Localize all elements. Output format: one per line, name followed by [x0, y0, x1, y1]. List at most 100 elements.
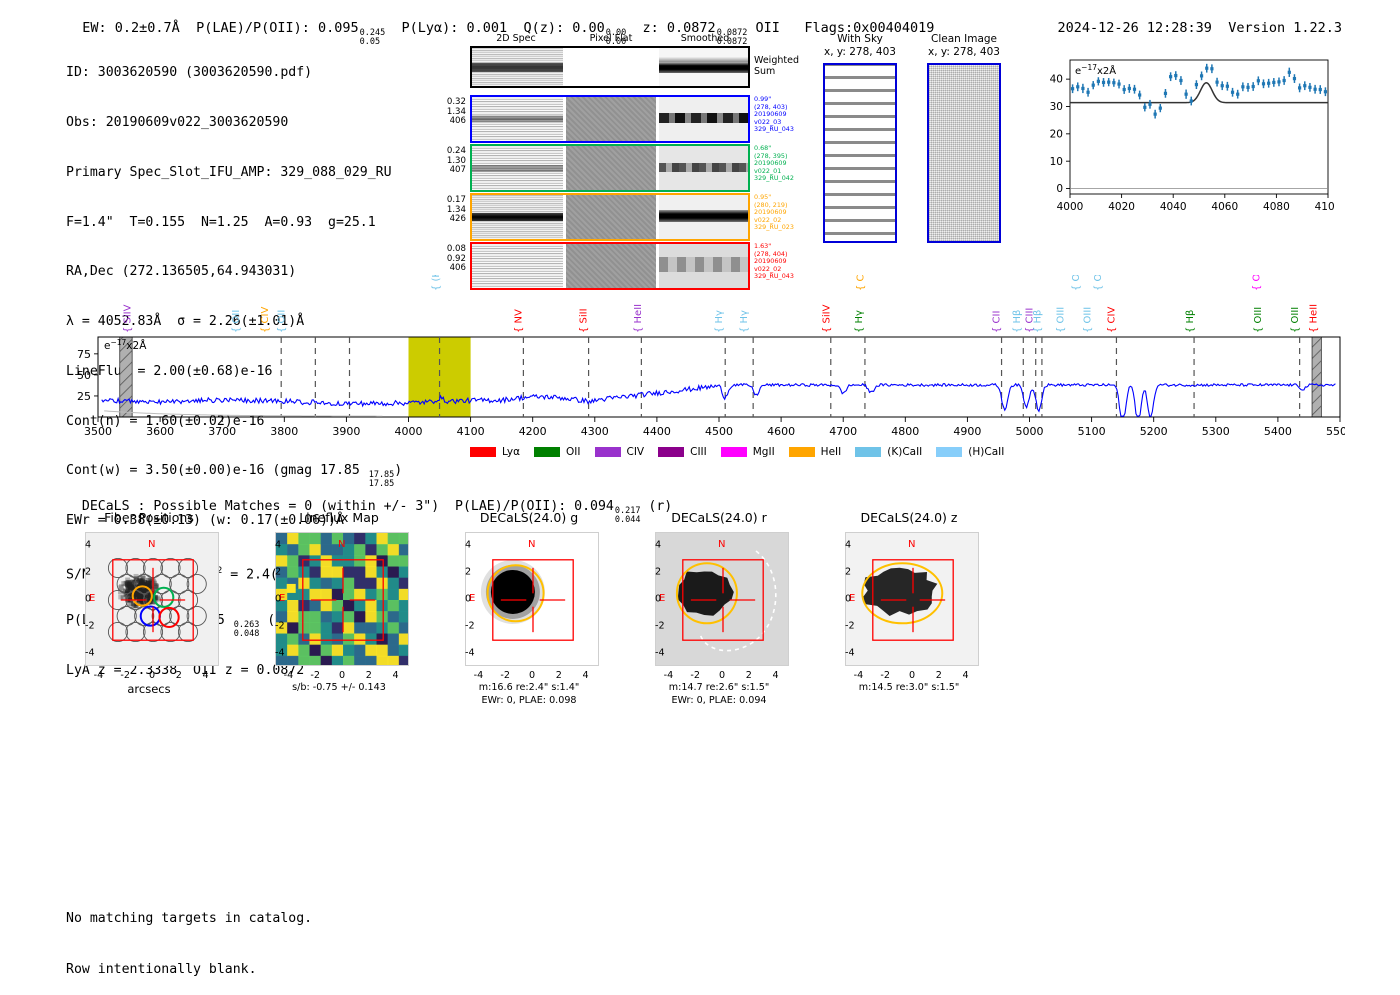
legend-label: HeII: [820, 446, 842, 458]
cutout-row-4-xy: (278, 404): [754, 249, 788, 258]
image-panel-svg: [276, 533, 408, 665]
svg-text:{ SiIV: { SiIV: [822, 304, 833, 333]
legend-swatch: [594, 447, 621, 457]
timestamp-version: 2024-12-26 12:28:39 Version 1.22.3: [1041, 4, 1343, 36]
image-panel-title: DECaLS(24.0) z: [860, 510, 958, 525]
svg-text:4800: 4800: [891, 425, 919, 438]
info-plae-lo: 0.048: [233, 628, 260, 639]
svg-text:4500: 4500: [705, 425, 733, 438]
svg-text:{ OII: { OII: [231, 310, 242, 333]
cutout-row-3-ifu: 329_RU_023: [754, 223, 794, 232]
footer-note: No matching targets in catalog. Row inte…: [66, 876, 312, 995]
decals-plae-lo: 0.044: [614, 515, 641, 525]
cutout-row-4-ifu: 329_RU_043: [754, 272, 794, 281]
svg-text:4020: 4020: [1108, 201, 1135, 213]
svg-text:4700: 4700: [829, 425, 857, 438]
cutout-row-3-weight: 0.17: [446, 195, 466, 205]
svg-text:{ (K)CaII: { (K)CaII: [431, 275, 442, 291]
with-sky-title-block: With Sky x, y: 278, 403: [812, 33, 908, 59]
svg-text:30: 30: [1050, 101, 1063, 113]
decals-band: (r): [640, 499, 673, 514]
x-tick-label: 2: [935, 670, 942, 681]
info-radec: RA,Dec (272.136505,64.943031): [66, 264, 297, 280]
header-plae-value: 0.095: [318, 20, 359, 36]
cutout-image-row: Fiber PositionsNE420-2-4-4-2024arcsecsLi…: [55, 510, 1015, 725]
svg-text:5300: 5300: [1202, 425, 1230, 438]
cutout-frame-3: [470, 193, 750, 241]
column-title-pixel-flat: Pixel Flat: [589, 33, 633, 44]
svg-text:3900: 3900: [332, 425, 360, 438]
svg-text:{ SiII: { SiII: [579, 308, 590, 333]
info-plae-range: 0.263 0.048: [233, 620, 260, 639]
svg-text:4600: 4600: [767, 425, 795, 438]
x-tick-label: 4: [392, 670, 399, 681]
timestamp: 2024-12-26 12:28:39: [1057, 20, 1212, 36]
legend-item-oii: OII: [534, 446, 581, 458]
header-plae-range: 0.245 0.05: [360, 29, 386, 47]
image-panel-title: DECaLS(24.0) r: [671, 510, 767, 525]
svg-text:4100: 4100: [457, 425, 485, 438]
cutout-row-4-pix: 406: [449, 263, 466, 274]
svg-text:25: 25: [77, 390, 91, 403]
east-label: E: [279, 593, 286, 604]
svg-text:4040: 4040: [1160, 201, 1187, 213]
svg-text:5500: 5500: [1326, 425, 1345, 438]
with-sky-title: With Sky: [837, 33, 883, 45]
svg-text:5000: 5000: [1016, 425, 1044, 438]
cutout-2dspec-image-1: [472, 97, 563, 141]
cutout-frame-2: [470, 144, 750, 192]
svg-text:{ OIII: { OIII: [1071, 275, 1082, 291]
cutout-smoothed-image-1: [659, 97, 748, 141]
legend-item-mgii: MgII: [720, 446, 775, 458]
cutout-row-3-weights: 0.17 1.34 426: [432, 195, 466, 225]
cutout-row-1-weights: 0.32 1.34 406: [432, 97, 466, 127]
x-tick-label: -4: [283, 670, 294, 681]
decals-match-line: DECaLS : Possible Matches = 0 (within +/…: [66, 484, 672, 525]
panel-caption-2: EWr: 0, PLAE: 0.094: [671, 695, 767, 706]
panel-caption-1: m:14.7 re:2.6" s:1.5": [668, 682, 770, 693]
cutout-row-1-date: 20190609: [754, 110, 787, 119]
legend-swatch: [936, 447, 963, 457]
legend-label: (K)CaII: [887, 446, 923, 458]
svg-text:20: 20: [1050, 128, 1063, 140]
svg-text:e−17x2Å: e−17x2Å: [104, 338, 147, 352]
info-cont-w-close: ): [394, 463, 403, 479]
x-tick-label: 2: [365, 670, 372, 681]
image-panel-svg: [86, 533, 218, 665]
footer-line-1: No matching targets in catalog.: [66, 911, 313, 926]
full-spectrum-svg: 25 50 75 3500 3600 3700 3800 3900 4000 4100 4200 43…: [77, 248, 1354, 438]
version-label: Version 1.22.3: [1228, 20, 1342, 36]
cutout-row-2-obs: v022_01: [754, 166, 782, 175]
decals-plae-hi: 0.217: [614, 506, 641, 516]
svg-text:{ Hβ: { Hβ: [1185, 310, 1196, 333]
svg-text:40: 40: [1050, 74, 1063, 86]
svg-text:4200: 4200: [519, 425, 547, 438]
info-ewr: EWr = 0.38(±0.13) (w: 0.17(±0.06))Å: [66, 513, 344, 529]
cutout-pixelflat-image: [565, 48, 657, 86]
x-tick-label: -2: [500, 670, 510, 681]
x-tick-label: 2: [175, 670, 182, 681]
decals-plae-range: 0.217 0.044: [615, 507, 641, 525]
x-tick-label: -4: [853, 670, 864, 681]
svg-text:4000: 4000: [395, 425, 423, 438]
cutout-row-2-dist: 1.30: [446, 155, 466, 166]
cutout-row-3-pix: 426: [449, 214, 466, 225]
cutout-frame: [470, 46, 750, 88]
svg-text:{ Hγ: { Hγ: [739, 310, 750, 333]
info-primary-spec-slot: Primary Spec_Slot_IFU_AMP: 329_088_029_R…: [66, 164, 392, 180]
header-qz-lo: 0.00: [605, 37, 627, 47]
header-flags: Flags:0x00404019: [804, 20, 935, 36]
image-panel-title: Fiber Positions: [104, 510, 194, 525]
svg-text:{ OIII: { OIII: [1253, 307, 1264, 333]
x-tick-label: 4: [962, 670, 969, 681]
cutout-2dspec-image-3: [472, 195, 563, 239]
svg-text:4300: 4300: [581, 425, 609, 438]
panel-caption-2: EWr: 0, PLAE: 0.098: [481, 695, 577, 706]
